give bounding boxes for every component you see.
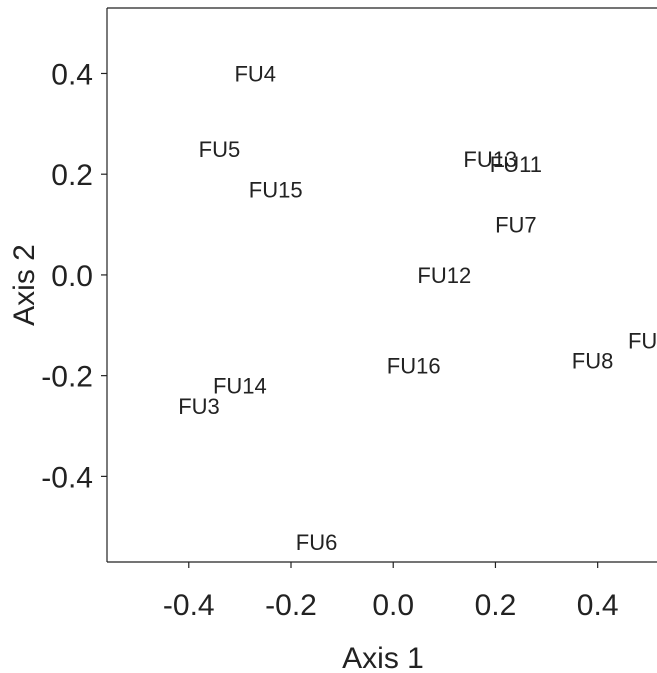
point-label: FU14 [213,374,267,399]
y-axis-title: Axis 2 [8,244,41,326]
point-label: FU15 [249,177,303,202]
x-tick-label: -0.4 [163,589,215,622]
point-label: FU7 [495,213,537,238]
x-axis-title: Axis 1 [342,642,424,673]
x-tick-label: 0.2 [475,589,517,622]
point-labels: FU4FU5FU15FU13FU11FU7FU12FU16FU8FU9FU14F… [178,61,657,554]
x-tick-label: 0.4 [577,589,619,622]
y-tick-label: 0.4 [51,58,93,91]
point-label: FU16 [387,354,441,379]
point-label: FU12 [417,263,471,288]
point-label: FU3 [178,394,220,419]
point-label: FU6 [296,530,338,555]
point-label: FU8 [572,349,614,374]
y-tick-label: 0.2 [51,159,93,192]
x-axis-ticks: -0.4 -0.2 0.0 0.2 0.4 [163,562,619,622]
point-label: FU13 [463,147,517,172]
y-tick-label: -0.2 [41,361,93,394]
y-tick-label: 0.0 [51,260,93,293]
point-label: FU11 [490,152,542,177]
x-tick-label: -0.2 [265,589,317,622]
y-tick-label: -0.4 [41,461,93,494]
point-label: FU9 [628,328,657,353]
point-label: FU4 [234,61,276,86]
point-label: FU5 [199,137,241,162]
x-tick-label: 0.0 [372,589,414,622]
y-axis-ticks: 0.4 0.2 0.0 -0.2 -0.4 [41,58,107,494]
